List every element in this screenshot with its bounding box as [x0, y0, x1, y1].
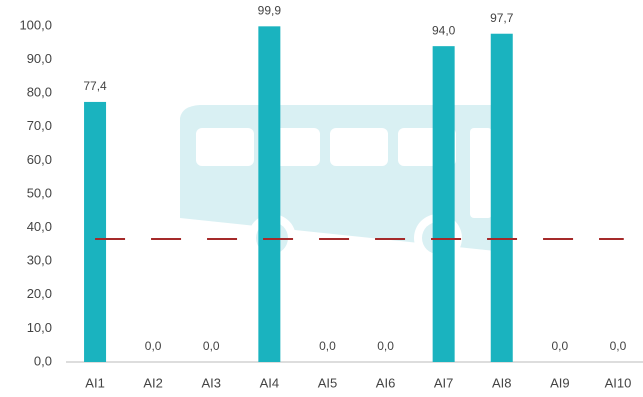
- y-tick-label: 60,0: [27, 152, 52, 167]
- value-label: 97,7: [490, 11, 514, 25]
- x-tick-label: AI3: [201, 375, 221, 390]
- bar: [84, 101, 107, 362]
- y-tick-label: 20,0: [27, 286, 52, 301]
- x-tick-label: AI6: [376, 375, 396, 390]
- value-label: 94,0: [432, 23, 456, 37]
- y-tick-label: 100,0: [19, 17, 52, 32]
- value-label: 0,0: [377, 339, 394, 353]
- x-tick-label: AI7: [434, 375, 454, 390]
- y-tick-label: 30,0: [27, 253, 52, 268]
- value-label: 0,0: [145, 339, 162, 353]
- x-tick-label: AI1: [85, 375, 105, 390]
- y-tick-label: 0,0: [34, 353, 52, 368]
- x-tick-label: AI8: [492, 375, 512, 390]
- x-tick-label: AI4: [260, 375, 280, 390]
- y-tick-label: 80,0: [27, 85, 52, 100]
- x-tick-label: AI2: [143, 375, 163, 390]
- x-tick-label: AI9: [550, 375, 570, 390]
- x-tick-label: AI5: [318, 375, 338, 390]
- x-tick-label: AI10: [605, 375, 632, 390]
- y-tick-label: 10,0: [27, 320, 52, 335]
- value-label: 77,4: [83, 79, 107, 93]
- value-label: 0,0: [319, 339, 336, 353]
- y-tick-label: 50,0: [27, 185, 52, 200]
- bar: [490, 33, 513, 363]
- y-tick-label: 90,0: [27, 51, 52, 66]
- value-label: 0,0: [552, 339, 569, 353]
- value-label: 0,0: [203, 339, 220, 353]
- bar: [432, 46, 455, 362]
- bar: [258, 26, 281, 363]
- value-label: 99,9: [258, 4, 282, 18]
- y-tick-label: 70,0: [27, 118, 52, 133]
- value-label: 0,0: [610, 339, 627, 353]
- y-tick-label: 40,0: [27, 219, 52, 234]
